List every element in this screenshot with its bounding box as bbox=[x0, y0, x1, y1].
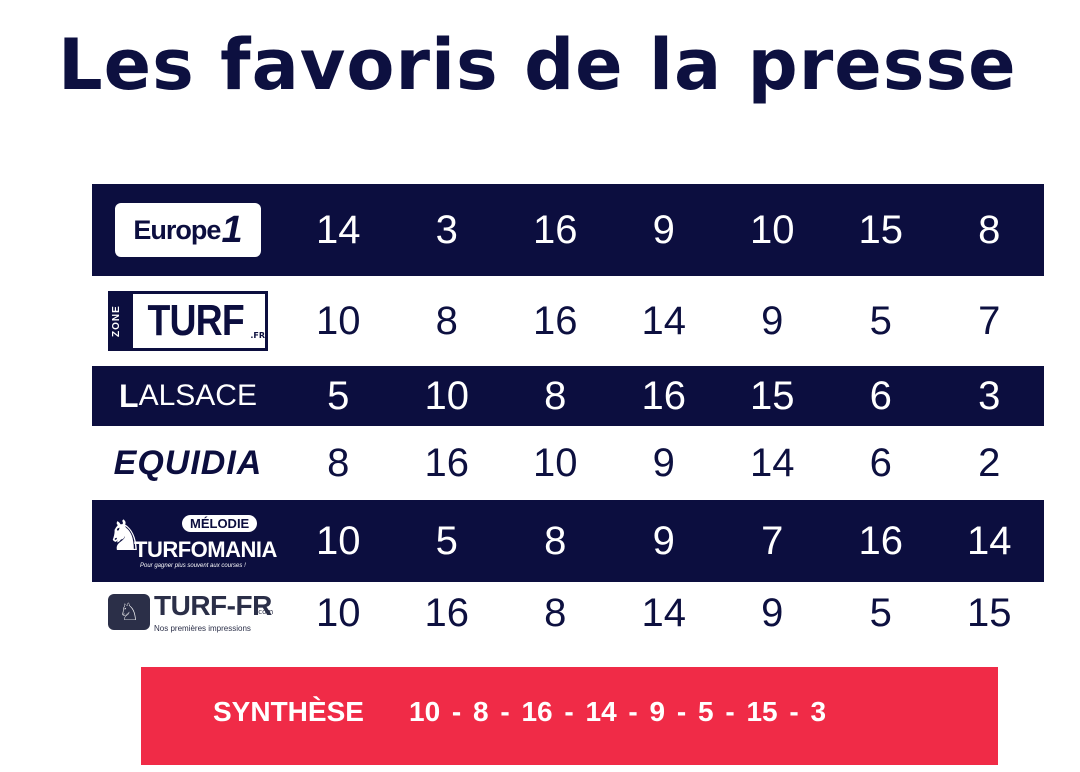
pick-6: 5 bbox=[869, 298, 892, 343]
logo-cell: ZONE TURF .FR bbox=[92, 276, 284, 366]
pick-1: 8 bbox=[327, 440, 350, 485]
pick-6: 6 bbox=[869, 373, 892, 418]
pick-1: 10 bbox=[316, 518, 361, 563]
pick-5: 14 bbox=[750, 440, 795, 485]
pick-1: 14 bbox=[316, 207, 361, 252]
turffr-logo-suffix: .com bbox=[256, 608, 274, 616]
pick-4: 16 bbox=[641, 373, 687, 418]
pick-6: 16 bbox=[858, 518, 904, 563]
turfomania-logo: ♞ MÉLODIE TURFOMANIA Pour gagner plus so… bbox=[104, 507, 277, 575]
pick-3: 10 bbox=[533, 440, 578, 485]
pick-2: 3 bbox=[435, 207, 458, 252]
pick-4: 9 bbox=[652, 518, 675, 563]
pick-6: 6 bbox=[869, 440, 892, 485]
turffr-logo: ♘ TURF-FR .com Nos premières impressions bbox=[104, 588, 274, 638]
pick-3: 16 bbox=[533, 207, 578, 252]
alsace-logo: L ALSACE bbox=[119, 378, 257, 415]
pick-7: 8 bbox=[978, 207, 1001, 252]
page-title: Les favoris de la presse bbox=[58, 24, 1017, 106]
synthese-banner: SYNTHÈSE 10 - 8 - 16 - 14 - 9 - 5 - 15 -… bbox=[141, 667, 998, 765]
logo-cell: ♘ TURF-FR .com Nos premières impressions bbox=[92, 582, 284, 644]
table-row-zoneturf: ZONE TURF .FR 10 8 16 14 9 5 7 bbox=[92, 276, 1044, 366]
turfomania-logo-top: MÉLODIE bbox=[182, 515, 258, 532]
pick-4: 9 bbox=[652, 207, 675, 252]
zoneturf-logo-suffix: .FR bbox=[250, 331, 265, 340]
pick-6: 5 bbox=[869, 590, 892, 635]
pick-2: 16 bbox=[424, 590, 470, 635]
pick-5: 9 bbox=[761, 298, 784, 343]
zoneturf-logo-zone: ZONE bbox=[111, 294, 133, 348]
logo-cell: ♞ MÉLODIE TURFOMANIA Pour gagner plus so… bbox=[92, 500, 284, 582]
alsace-logo-l: L bbox=[119, 377, 139, 414]
europe1-logo: Europe 1 bbox=[115, 203, 261, 257]
pick-5: 9 bbox=[761, 590, 784, 635]
logo-cell: Europe 1 bbox=[92, 184, 284, 276]
pick-5: 15 bbox=[750, 373, 795, 418]
press-favorites-table: Europe 1 14 3 16 9 10 15 8 ZONE TURF .FR… bbox=[92, 184, 1044, 644]
synthese-sequence: 10 - 8 - 16 - 14 - 9 - 5 - 15 - 3 bbox=[409, 696, 827, 727]
pick-7: 2 bbox=[978, 440, 1001, 485]
zoneturf-logo: ZONE TURF .FR bbox=[108, 291, 268, 351]
pick-4: 14 bbox=[641, 590, 687, 635]
pick-7: 3 bbox=[978, 373, 1001, 418]
pick-7: 14 bbox=[967, 518, 1012, 563]
turffr-logo-text: TURF-FR bbox=[154, 590, 272, 621]
pick-5: 7 bbox=[761, 518, 784, 563]
pick-3: 8 bbox=[544, 518, 567, 563]
europe1-logo-number: 1 bbox=[221, 208, 243, 251]
pick-7: 7 bbox=[978, 298, 1001, 343]
table-row-equidia: EQUIDIA 8 16 10 9 14 6 2 bbox=[92, 426, 1044, 500]
logo-cell: L ALSACE bbox=[92, 366, 284, 426]
pick-5: 10 bbox=[750, 207, 795, 252]
alsace-logo-text: ALSACE bbox=[138, 379, 257, 412]
pick-2: 8 bbox=[435, 298, 458, 343]
pick-3: 8 bbox=[544, 373, 567, 418]
pick-2: 10 bbox=[424, 373, 470, 418]
turffr-logo-tagline: Nos premières impressions bbox=[154, 624, 251, 633]
turfomania-logo-text: TURFOMANIA bbox=[134, 537, 277, 562]
turfomania-logo-tagline: Pour gagner plus souvent aux courses ! bbox=[140, 563, 246, 569]
table-row-turfomania: ♞ MÉLODIE TURFOMANIA Pour gagner plus so… bbox=[92, 500, 1044, 582]
logo-cell: EQUIDIA bbox=[92, 426, 284, 500]
pick-4: 9 bbox=[652, 440, 675, 485]
synthese-label: SYNTHÈSE bbox=[213, 696, 364, 727]
pick-2: 16 bbox=[424, 440, 470, 485]
racehorse-icon: ♘ bbox=[108, 594, 150, 630]
pick-1: 5 bbox=[327, 373, 350, 418]
table-row-alsace: L ALSACE 5 10 8 16 15 6 3 bbox=[92, 366, 1044, 426]
horse-jumper-icon: ♞ bbox=[106, 511, 144, 560]
table-row-turffr: ♘ TURF-FR .com Nos premières impressions… bbox=[92, 582, 1044, 644]
pick-7: 15 bbox=[967, 590, 1012, 635]
pick-2: 5 bbox=[435, 518, 458, 563]
equidia-logo: EQUIDIA bbox=[113, 443, 263, 482]
pick-3: 16 bbox=[533, 298, 578, 343]
pick-3: 8 bbox=[544, 590, 567, 635]
pick-6: 15 bbox=[858, 207, 904, 252]
pick-4: 14 bbox=[641, 298, 687, 343]
pick-1: 10 bbox=[316, 590, 361, 635]
zoneturf-logo-text: TURF bbox=[147, 296, 244, 345]
europe1-logo-text: Europe bbox=[133, 214, 221, 245]
pick-1: 10 bbox=[316, 298, 361, 343]
table-row-europe1: Europe 1 14 3 16 9 10 15 8 bbox=[92, 184, 1044, 276]
